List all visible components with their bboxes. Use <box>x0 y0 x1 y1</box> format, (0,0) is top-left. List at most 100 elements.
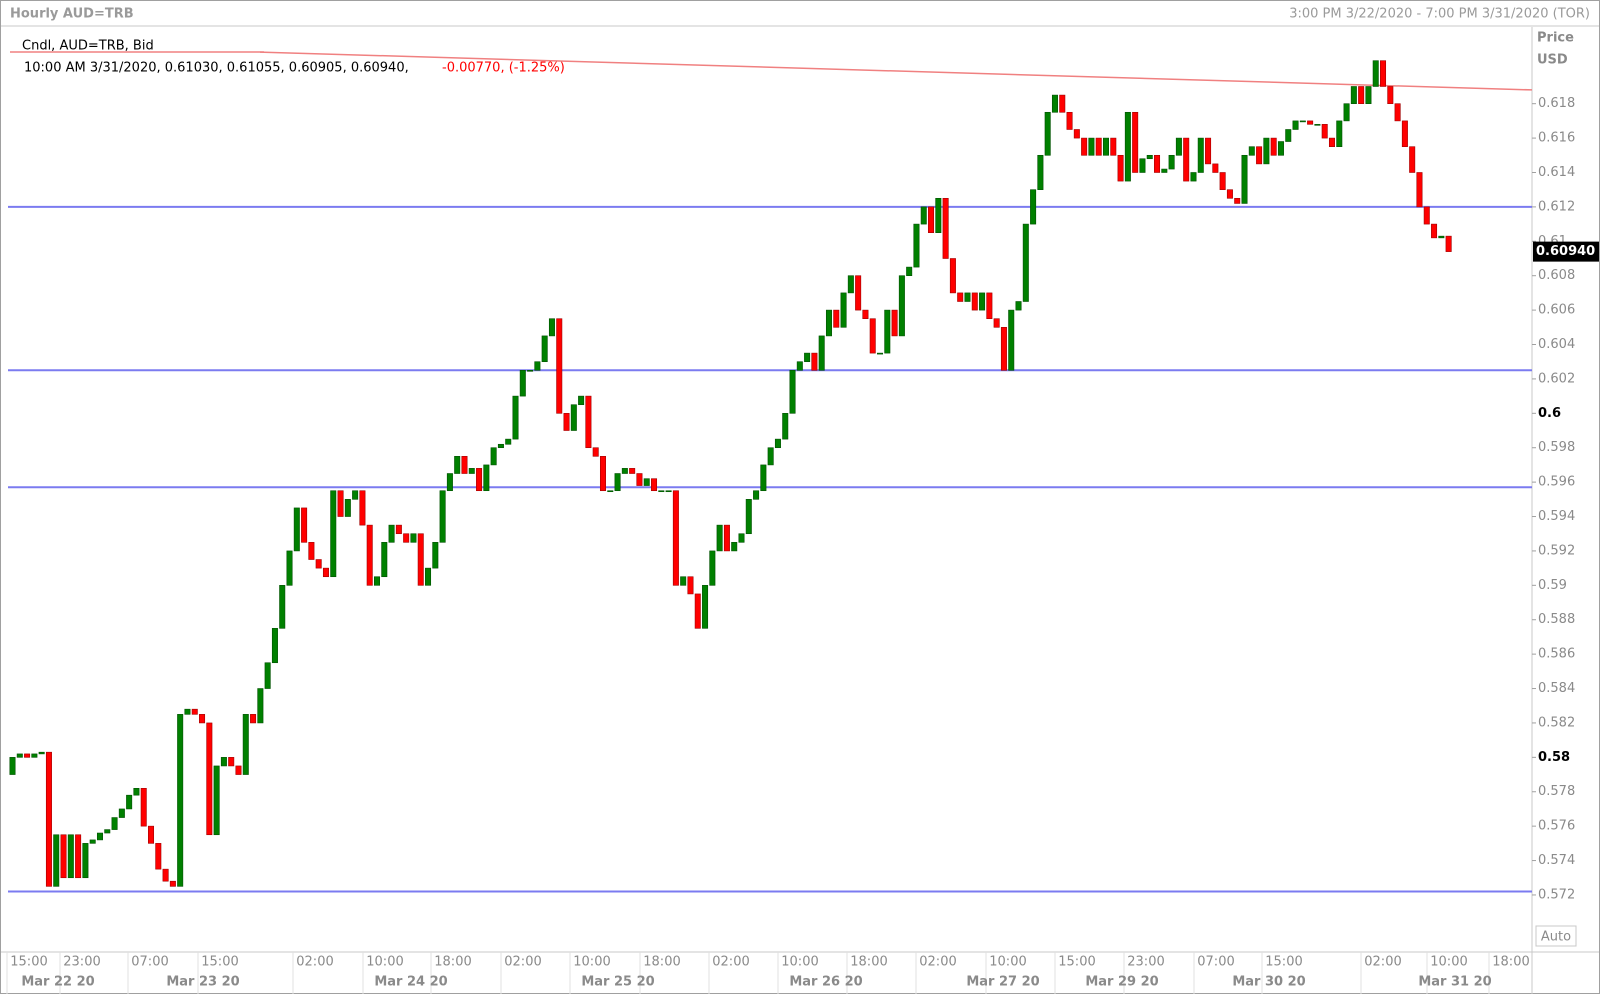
candle-body <box>1277 141 1284 156</box>
x-tick-label: 07:00 <box>1197 955 1234 970</box>
last-price-badge <box>1533 241 1599 262</box>
candle-body <box>1059 94 1066 113</box>
candle-body <box>1212 163 1219 173</box>
x-tick-label: 15:00 <box>201 955 238 970</box>
date-label: Mar 23 20 <box>166 975 239 990</box>
date-label: Mar 22 20 <box>21 975 94 990</box>
candle-body <box>738 533 745 543</box>
y-tick-label: 0.612 <box>1538 199 1575 214</box>
candle-body <box>250 714 257 724</box>
candle-body <box>162 868 169 882</box>
candle-body <box>9 757 16 775</box>
x-tick-label: 18:00 <box>434 955 471 970</box>
y-tick-label: 0.592 <box>1538 543 1575 558</box>
candle-body <box>1030 189 1037 225</box>
y-tick-label: 0.578 <box>1538 784 1575 799</box>
candle-body <box>1285 129 1292 142</box>
candle-body <box>206 722 213 836</box>
y-tick-label: 0.604 <box>1538 337 1575 352</box>
candle-body <box>1161 168 1168 173</box>
candle-body <box>417 533 424 586</box>
candle-body <box>308 542 315 560</box>
candle-body <box>753 490 760 500</box>
candle-body <box>1117 154 1124 182</box>
candle-body <box>483 464 490 492</box>
y-tick-label: 0.576 <box>1538 819 1575 834</box>
y-tick-label: 0.6 <box>1538 406 1561 421</box>
auto-label[interactable]: Auto <box>1541 930 1571 945</box>
y-tick-label: 0.602 <box>1538 371 1575 386</box>
candle-body <box>585 395 592 449</box>
candle-body <box>432 542 439 569</box>
date-label: Mar 24 20 <box>374 975 447 990</box>
date-label: Mar 27 20 <box>966 975 1039 990</box>
date-label: Mar 25 20 <box>581 975 654 990</box>
y-tick-label: 0.586 <box>1538 647 1575 662</box>
candle-body <box>869 318 876 354</box>
date-label: Mar 26 20 <box>789 975 862 990</box>
candle-body <box>1124 111 1131 182</box>
y-tick-label: 0.596 <box>1538 475 1575 490</box>
candle-body <box>1175 137 1182 156</box>
candle-body <box>935 197 942 233</box>
candle-body <box>96 832 103 841</box>
candle-body <box>796 361 803 371</box>
candle-body <box>381 542 388 578</box>
candle-body <box>702 585 709 629</box>
candle-body <box>1314 124 1321 126</box>
candle-body <box>811 352 818 371</box>
candle-body <box>293 507 300 552</box>
candle-body <box>709 550 716 586</box>
candle-body <box>286 550 293 586</box>
candle-body <box>629 468 636 474</box>
candle-body <box>1431 223 1438 239</box>
candle-body <box>1000 327 1007 371</box>
y-tick-label: 0.588 <box>1538 612 1575 627</box>
candle-body <box>694 593 701 629</box>
x-tick-label: 15:00 <box>1265 955 1302 970</box>
candle-body <box>1248 146 1255 156</box>
y-axis-unit: USD <box>1537 53 1568 68</box>
candle-body <box>774 438 781 449</box>
candle-body <box>891 309 898 337</box>
candle-body <box>199 714 206 724</box>
candle-body <box>1416 172 1423 208</box>
candle-body <box>833 309 840 328</box>
candle-body <box>213 765 220 836</box>
candle-body <box>1423 206 1430 225</box>
candle-body <box>1234 197 1241 204</box>
candle-body <box>118 808 125 818</box>
candle-body <box>1394 103 1401 122</box>
candle-body <box>1154 154 1161 173</box>
candle-body <box>957 292 964 302</box>
candle-body <box>1350 86 1357 104</box>
candle-body <box>1190 172 1197 182</box>
candle-body <box>563 413 570 431</box>
candle-body <box>1146 154 1153 160</box>
candle-body <box>67 834 74 879</box>
candle-body <box>257 688 264 724</box>
candle-body <box>191 708 198 715</box>
candle-body <box>177 714 184 887</box>
auto-button[interactable] <box>1535 925 1577 947</box>
candle-body <box>804 352 811 363</box>
candle-body <box>497 443 504 449</box>
x-tick-label: 10:00 <box>366 955 403 970</box>
candle-body <box>825 309 832 337</box>
legend-label: Cndl, AUD=TRB, Bid <box>22 39 154 54</box>
candle-body <box>1088 137 1095 156</box>
candle-body <box>1008 309 1015 371</box>
last-price-label: 0.60940 <box>1536 244 1595 259</box>
candle-body <box>534 361 541 371</box>
candle-body <box>366 524 373 586</box>
candle-body <box>1183 137 1190 182</box>
candle-body <box>971 292 978 311</box>
candle-body <box>1380 60 1387 87</box>
x-tick-label: 23:00 <box>63 955 100 970</box>
y-tick-label: 0.616 <box>1538 131 1575 146</box>
candle-body <box>476 468 483 492</box>
x-tick-label: 15:00 <box>1058 955 1095 970</box>
candle-body <box>1263 137 1270 165</box>
candle-body <box>1015 301 1022 311</box>
